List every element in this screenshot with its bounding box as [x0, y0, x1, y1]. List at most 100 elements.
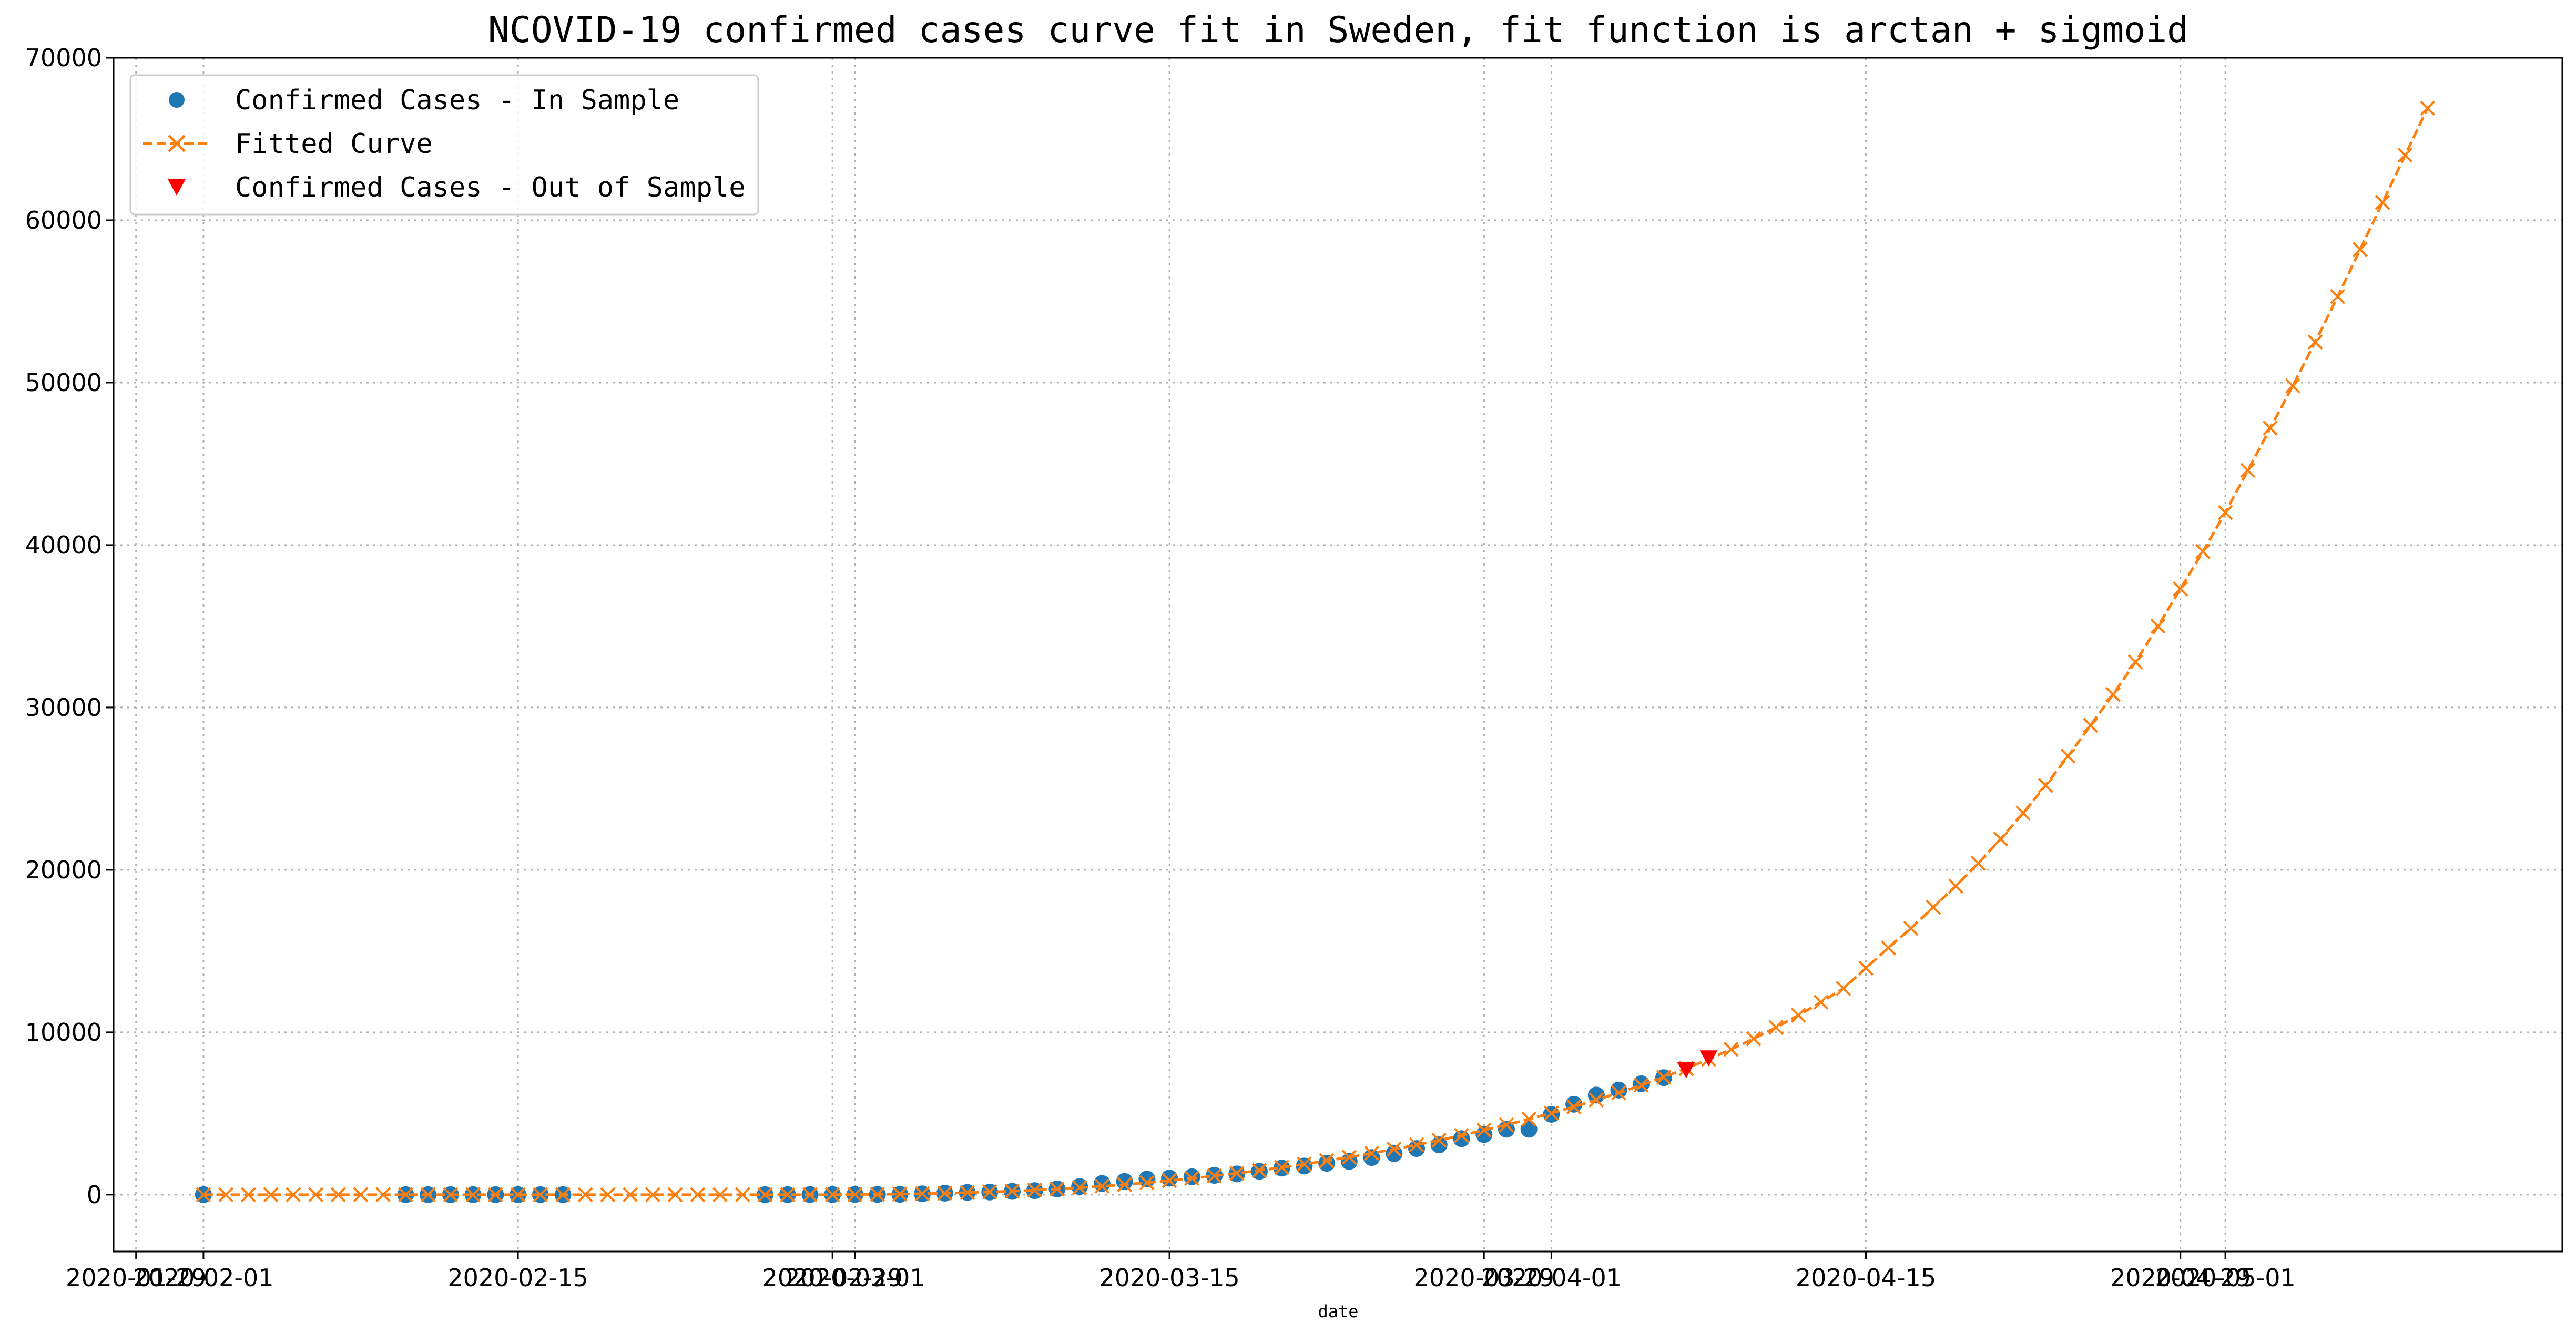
fitted-curve-marker — [1364, 1145, 1380, 1161]
fitted-curve-marker — [892, 1186, 908, 1202]
fitted-curve-marker — [780, 1187, 796, 1203]
fitted-curve-marker — [1296, 1156, 1312, 1172]
fitted-curve-marker — [1094, 1178, 1110, 1194]
x-tick-label: 2020-04-01 — [1481, 1264, 1622, 1292]
fitted-curve-marker — [757, 1187, 773, 1203]
legend-fitted-label: Fitted Curve — [235, 128, 433, 160]
fitted-curve-marker — [2060, 748, 2076, 764]
fitted-curve-marker — [487, 1187, 503, 1203]
x-tick-label: 2020-03-29 — [1414, 1264, 1554, 1292]
legend-out-of-sample-label: Confirmed Cases - Out of Sample — [235, 172, 746, 203]
fitted-curve-marker — [443, 1187, 459, 1203]
x-tick-label: 2020-01-29 — [66, 1264, 206, 1292]
fitted-curve-marker — [2240, 463, 2256, 478]
y-tick-label: 30000 — [25, 693, 102, 722]
fitted-curve-marker — [2195, 544, 2211, 559]
legend: Confirmed Cases - In Sample Fitted Curve… — [129, 74, 759, 216]
fitted-curve-marker — [2217, 505, 2233, 520]
fitted-curve-marker — [690, 1187, 706, 1203]
y-tick-label: 20000 — [25, 856, 102, 884]
fitted-curve-marker — [937, 1185, 953, 1201]
x-tick-label: 2020-03-15 — [1099, 1264, 1239, 1292]
fitted-curve-marker — [1229, 1165, 1245, 1181]
fitted-curve-marker — [2397, 147, 2413, 163]
fitted-curve-marker — [1184, 1171, 1200, 1186]
in-sample-point — [1610, 1081, 1627, 1099]
fitted-curve-marker — [1162, 1173, 1177, 1188]
fitted-curve-marker — [2263, 421, 2278, 436]
fitted-curve-marker — [1611, 1085, 1626, 1101]
in-sample-point — [1453, 1130, 1470, 1147]
y-tick-label: 0 — [87, 1181, 102, 1209]
fitted-curve-marker — [2420, 100, 2436, 116]
fitted-curve-marker — [600, 1187, 616, 1203]
fitted-curve-marker — [465, 1187, 481, 1203]
fitted-curve-line — [203, 107, 2429, 1196]
fitted-curve-marker — [712, 1187, 728, 1203]
y-axis-ticks: 0 10000 20000 30000 40000 50000 60000 70000 — [25, 44, 114, 1209]
fitted-curve-marker — [960, 1185, 975, 1201]
fitted-curve-marker — [2285, 378, 2300, 394]
fitted-curve-marker — [1274, 1160, 1290, 1175]
fitted-curve-marker — [1813, 994, 1829, 1010]
x-tick-label: 2020-04-15 — [1796, 1264, 1936, 1292]
fitted-curve-marker — [263, 1187, 279, 1203]
fitted-curve-marker — [1251, 1163, 1267, 1178]
fitted-curve-marker — [1566, 1099, 1582, 1115]
fitted-curve-marker — [1072, 1180, 1087, 1195]
fitted-curve-marker — [1207, 1168, 1222, 1184]
fitted-curve-marker — [2038, 777, 2053, 793]
chart-title: NCOVID-19 confirmed cases curve fit in S… — [488, 9, 2188, 51]
out-of-sample-point — [1677, 1062, 1695, 1079]
fitted-curve-marker — [2307, 334, 2323, 350]
fitted-curve-marker — [2330, 289, 2346, 304]
fitted-curve-marker — [2127, 654, 2143, 670]
in-sample-point — [1138, 1171, 1156, 1188]
fitted-curve-marker — [870, 1186, 885, 1202]
fitted-curve-marker — [533, 1187, 548, 1203]
legend-fitted-marker — [168, 135, 186, 152]
fitted-curve-marker — [375, 1187, 391, 1203]
legend-in-sample-marker — [169, 92, 185, 108]
in-sample-point — [1183, 1168, 1200, 1185]
fitted-curve-marker — [667, 1187, 683, 1203]
fitted-curve-marker — [1050, 1181, 1065, 1197]
plot-frame — [113, 57, 2563, 1253]
fitted-curve-marker — [1926, 899, 1941, 915]
in-sample-point — [1587, 1086, 1605, 1104]
fitted-curve-marker — [1948, 878, 1963, 894]
fitted-curve-marker — [1319, 1153, 1335, 1168]
fitted-curve-marker — [1589, 1092, 1604, 1108]
fitted-curve-marker — [196, 1187, 211, 1203]
fitted-curve-marker — [1431, 1132, 1447, 1148]
fitted-curve-marker — [802, 1187, 818, 1203]
fitted-curve-marker — [1476, 1122, 1492, 1138]
fitted-curve-marker — [1499, 1117, 1514, 1133]
fitted-curve-marker — [1409, 1137, 1424, 1153]
fitted-curve-marker — [1386, 1141, 1402, 1157]
fitted-curve-marker — [353, 1187, 369, 1203]
fitted-curve-marker — [1903, 920, 1919, 936]
fitted-curve-marker — [914, 1186, 930, 1202]
fitted-curve-marker — [1004, 1183, 1020, 1199]
x-tick-label: 2020-03-01 — [785, 1264, 925, 1292]
fitted-curve-marker — [2105, 686, 2121, 702]
fitted-curve-marker — [847, 1187, 863, 1202]
fitted-curve-marker — [824, 1187, 840, 1203]
fitted-curve-marker — [982, 1184, 997, 1200]
fitted-curve-marker — [645, 1187, 660, 1203]
legend-out-of-sample-marker — [168, 179, 186, 196]
fitted-curve-marker — [1521, 1111, 1537, 1127]
fitted-curve-marker — [1454, 1127, 1469, 1143]
fitted-curve-marker — [1970, 856, 1986, 871]
fitted-curve-marker — [330, 1187, 346, 1203]
fitted-curve-marker — [1656, 1069, 1672, 1085]
x-axis-label: date — [1318, 1301, 1358, 1321]
in-sample-point — [1161, 1170, 1178, 1187]
y-tick-label: 50000 — [25, 368, 102, 397]
fitted-curve-marker — [1768, 1020, 1784, 1035]
fitted-curve-marker — [1723, 1041, 1739, 1057]
y-tick-label: 40000 — [25, 531, 102, 559]
